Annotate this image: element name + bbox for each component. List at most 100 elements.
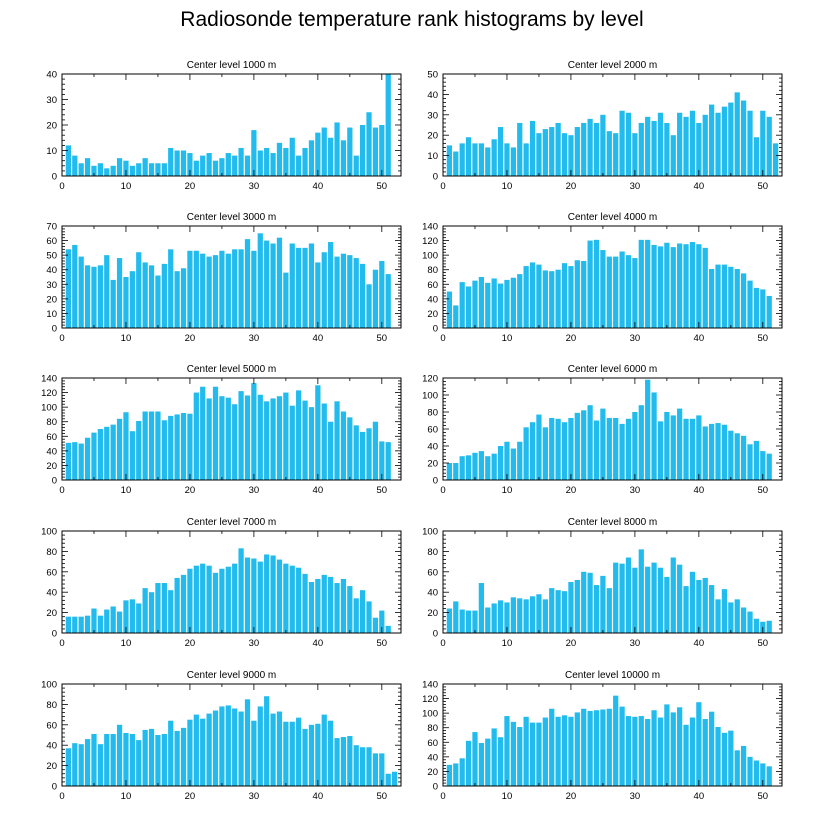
bar xyxy=(251,130,257,176)
bar xyxy=(510,448,516,480)
bar xyxy=(174,150,180,176)
bar xyxy=(200,718,206,786)
bar xyxy=(212,255,219,328)
bar xyxy=(549,417,555,480)
y-tick-label: 10 xyxy=(46,309,57,320)
bar xyxy=(523,266,529,328)
x-tick-label: 30 xyxy=(630,485,641,496)
bar xyxy=(702,114,708,176)
bar xyxy=(289,137,295,176)
bar xyxy=(347,736,353,786)
bar xyxy=(187,568,193,633)
bar xyxy=(696,415,702,480)
bar xyxy=(78,443,84,480)
y-tick-label: 120 xyxy=(422,694,438,705)
bar xyxy=(308,724,315,786)
bar xyxy=(689,418,696,480)
bar xyxy=(446,608,453,633)
bar xyxy=(264,401,270,480)
bar xyxy=(212,572,219,633)
bar xyxy=(244,239,251,328)
bar xyxy=(65,616,72,633)
bar xyxy=(142,262,148,328)
y-tick-label: 20 xyxy=(46,461,57,472)
bar xyxy=(523,716,529,786)
bar xyxy=(270,153,276,176)
panel-2: Center level 2000 m 0 10 20 30 40 50 0 10 20 30 40 5… xyxy=(427,60,783,192)
bar xyxy=(321,714,327,786)
bar xyxy=(168,415,174,480)
bar xyxy=(715,264,721,328)
bar xyxy=(353,598,359,633)
bar xyxy=(129,599,135,633)
bar xyxy=(504,279,510,328)
bar xyxy=(485,738,491,786)
bar xyxy=(372,753,379,786)
bar xyxy=(709,585,715,633)
bar xyxy=(334,256,340,328)
bar xyxy=(238,548,244,633)
bar xyxy=(302,400,308,480)
bar xyxy=(747,756,753,786)
bar xyxy=(529,262,536,328)
bar xyxy=(677,564,683,633)
bar xyxy=(625,112,632,176)
bar xyxy=(155,163,161,176)
x-tick-label: 20 xyxy=(185,333,196,344)
y-tick-label: 0 xyxy=(52,629,57,640)
bar xyxy=(510,277,516,328)
x-tick-label: 40 xyxy=(313,181,324,192)
bar xyxy=(264,147,270,176)
bar xyxy=(360,263,366,328)
bar xyxy=(536,594,542,633)
bar xyxy=(270,243,276,328)
bar xyxy=(529,722,536,786)
bar xyxy=(753,287,760,328)
bar xyxy=(561,422,568,480)
bar xyxy=(645,239,651,328)
bar xyxy=(334,583,340,633)
bar xyxy=(289,721,295,786)
bar xyxy=(728,730,734,786)
bar xyxy=(193,565,199,633)
y-tick-label: 140 xyxy=(422,680,438,691)
bar xyxy=(276,396,283,480)
bar xyxy=(129,431,135,480)
bar xyxy=(504,602,510,633)
bar xyxy=(238,391,244,480)
bar xyxy=(568,716,574,786)
bar xyxy=(296,247,302,328)
y-tick-label: 40 xyxy=(427,90,438,101)
bar xyxy=(72,442,78,480)
bar xyxy=(180,727,187,786)
bar xyxy=(340,737,347,786)
bar xyxy=(497,737,504,786)
bar xyxy=(123,160,129,176)
y-tick-label: 60 xyxy=(427,738,438,749)
bar xyxy=(721,589,728,633)
bar xyxy=(116,611,123,633)
bar xyxy=(251,383,257,480)
x-tick-label: 20 xyxy=(185,485,196,496)
bar xyxy=(491,603,497,633)
bar xyxy=(638,716,644,786)
y-tick-label: 20 xyxy=(427,459,438,470)
bar xyxy=(200,563,206,633)
bar xyxy=(497,446,504,480)
bar xyxy=(212,386,219,480)
bar xyxy=(340,140,347,176)
bar xyxy=(219,396,225,480)
bar xyxy=(212,710,219,786)
bar xyxy=(328,576,334,633)
x-tick-label: 50 xyxy=(758,181,769,192)
bar xyxy=(632,716,638,786)
x-tick-label: 50 xyxy=(377,333,388,344)
bar xyxy=(360,590,366,633)
bar xyxy=(696,702,702,786)
bar xyxy=(709,104,715,176)
bar xyxy=(574,412,580,480)
bar xyxy=(372,269,379,328)
bar xyxy=(72,616,78,633)
bar xyxy=(276,711,283,786)
bar xyxy=(542,427,548,480)
